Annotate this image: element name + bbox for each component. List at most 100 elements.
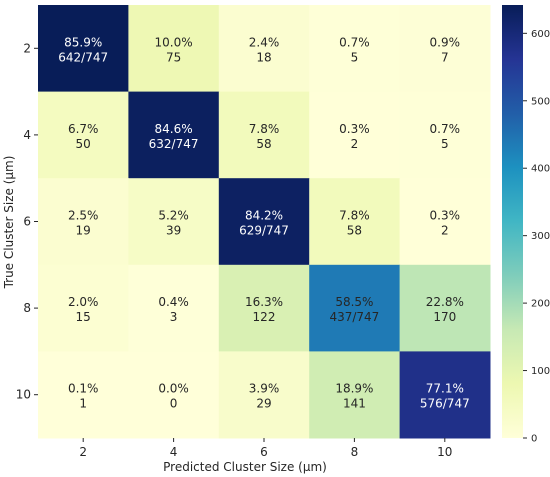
- heatmap-cells: 85.9%642/74710.0%752.4%180.7%50.9%76.7%5…: [38, 5, 491, 439]
- cell-r4-c4: [399, 351, 491, 439]
- cell-percent-r1-c4: 0.7%: [430, 122, 461, 136]
- cell-r1-c3: [309, 91, 401, 179]
- cell-r2-c3: [309, 178, 401, 266]
- cell-r3-c4: [399, 264, 491, 352]
- cell-count-r4-c1: 0: [170, 397, 178, 411]
- cell-count-r2-c2: 629/747: [239, 224, 289, 238]
- cell-percent-r0-c0: 85.9%: [64, 35, 102, 49]
- cell-r0-c1: [128, 5, 220, 93]
- cell-count-r2-c3: 58: [347, 224, 362, 238]
- cell-r1-c1: [128, 91, 220, 179]
- cell-count-r3-c2: 122: [253, 310, 276, 324]
- x-tick-label-6: 6: [260, 445, 268, 459]
- cell-percent-r2-c1: 5.2%: [158, 209, 189, 223]
- cell-r4-c3: [309, 351, 401, 439]
- cell-percent-r2-c0: 2.5%: [68, 209, 99, 223]
- cell-count-r1-c1: 632/747: [149, 137, 199, 151]
- cell-percent-r3-c0: 2.0%: [68, 295, 99, 309]
- cell-percent-r1-c1: 84.6%: [155, 122, 193, 136]
- colorbar-tick-label-200: 200: [531, 299, 550, 310]
- colorbar-tick-label-300: 300: [531, 231, 550, 242]
- cell-count-r3-c0: 15: [76, 310, 91, 324]
- cell-r4-c2: [218, 351, 310, 439]
- cell-count-r4-c3: 141: [343, 397, 366, 411]
- cell-percent-r0-c1: 10.0%: [155, 35, 193, 49]
- cell-r3-c3: [309, 264, 401, 352]
- cell-count-r3-c3: 437/747: [329, 310, 379, 324]
- cell-count-r1-c4: 5: [441, 137, 449, 151]
- cell-percent-r1-c3: 0.3%: [339, 122, 370, 136]
- cell-count-r2-c1: 39: [166, 224, 181, 238]
- colorbar-tick-label-500: 500: [531, 96, 550, 107]
- cell-r0-c4: [399, 5, 491, 93]
- cell-count-r1-c0: 50: [76, 137, 91, 151]
- y-tick-label-4: 4: [23, 128, 31, 142]
- cell-r2-c2: [218, 178, 310, 266]
- x-axis-ticks: 2 4 6 8 10: [79, 438, 452, 459]
- colorbar-tick-label-0: 0: [531, 434, 537, 445]
- cell-r3-c1: [128, 264, 220, 352]
- colorbar-tick-label-400: 400: [531, 164, 550, 175]
- cell-count-r2-c4: 2: [441, 224, 449, 238]
- cell-r2-c0: [38, 178, 129, 266]
- colorbar: [502, 5, 523, 438]
- cell-percent-r0-c3: 0.7%: [339, 35, 370, 49]
- cell-r2-c4: [399, 178, 491, 266]
- cell-count-r3-c4: 170: [433, 310, 456, 324]
- cell-count-r1-c2: 58: [256, 137, 271, 151]
- cell-count-r4-c4: 576/747: [420, 397, 470, 411]
- cell-count-r0-c1: 75: [166, 50, 181, 64]
- colorbar-tick-label-100: 100: [531, 366, 550, 377]
- cell-count-r0-c3: 5: [351, 50, 359, 64]
- y-axis-ticks: 2 4 6 8 10: [16, 41, 38, 402]
- cell-percent-r3-c4: 22.8%: [426, 295, 464, 309]
- cell-count-r4-c2: 29: [256, 397, 271, 411]
- cell-percent-r4-c1: 0.0%: [158, 382, 189, 396]
- cell-count-r1-c3: 2: [351, 137, 359, 151]
- y-tick-label-2: 2: [23, 41, 31, 55]
- cell-percent-r1-c2: 7.8%: [249, 122, 280, 136]
- cell-r2-c1: [128, 178, 220, 266]
- colorbar-tick-label-600: 600: [531, 29, 550, 40]
- cell-r3-c2: [218, 264, 310, 352]
- cell-r0-c2: [218, 5, 310, 93]
- cell-percent-r3-c1: 0.4%: [158, 295, 189, 309]
- cell-percent-r0-c4: 0.9%: [430, 35, 461, 49]
- cell-percent-r3-c3: 58.5%: [335, 295, 373, 309]
- cell-percent-r4-c2: 3.9%: [249, 382, 280, 396]
- cell-percent-r0-c2: 2.4%: [249, 35, 280, 49]
- cell-count-r4-c0: 1: [79, 397, 87, 411]
- cell-r3-c0: [38, 264, 129, 352]
- cell-count-r0-c4: 7: [441, 50, 449, 64]
- cell-r1-c0: [38, 91, 129, 179]
- y-tick-label-10: 10: [16, 388, 31, 402]
- cell-percent-r3-c2: 16.3%: [245, 295, 283, 309]
- colorbar-ticks: 0 100 200 300 400 500 600: [523, 29, 550, 445]
- cell-percent-r1-c0: 6.7%: [68, 122, 99, 136]
- x-tick-label-8: 8: [351, 445, 359, 459]
- x-tick-label-4: 4: [170, 445, 178, 459]
- cell-count-r0-c2: 18: [256, 50, 271, 64]
- cell-percent-r4-c3: 18.9%: [335, 382, 373, 396]
- cell-count-r2-c0: 19: [76, 224, 91, 238]
- cell-r4-c1: [128, 351, 220, 439]
- x-tick-label-2: 2: [79, 445, 87, 459]
- y-tick-label-6: 6: [23, 215, 31, 229]
- cell-r0-c3: [309, 5, 401, 93]
- cell-r4-c0: [38, 351, 129, 439]
- y-tick-label-8: 8: [23, 301, 31, 315]
- cell-percent-r2-c3: 7.8%: [339, 209, 370, 223]
- cell-count-r3-c1: 3: [170, 310, 178, 324]
- x-axis-label: Predicted Cluster Size (μm): [163, 460, 327, 474]
- cell-percent-r2-c4: 0.3%: [430, 209, 461, 223]
- cell-count-r0-c0: 642/747: [58, 50, 108, 64]
- y-axis-label: True Cluster Size (μm): [2, 156, 16, 290]
- cell-percent-r2-c2: 84.2%: [245, 209, 283, 223]
- cell-percent-r4-c4: 77.1%: [426, 382, 464, 396]
- x-tick-label-10: 10: [437, 445, 452, 459]
- cell-r0-c0: [38, 5, 129, 93]
- cell-r1-c2: [218, 91, 310, 179]
- cell-r1-c4: [399, 91, 491, 179]
- cell-percent-r4-c0: 0.1%: [68, 382, 99, 396]
